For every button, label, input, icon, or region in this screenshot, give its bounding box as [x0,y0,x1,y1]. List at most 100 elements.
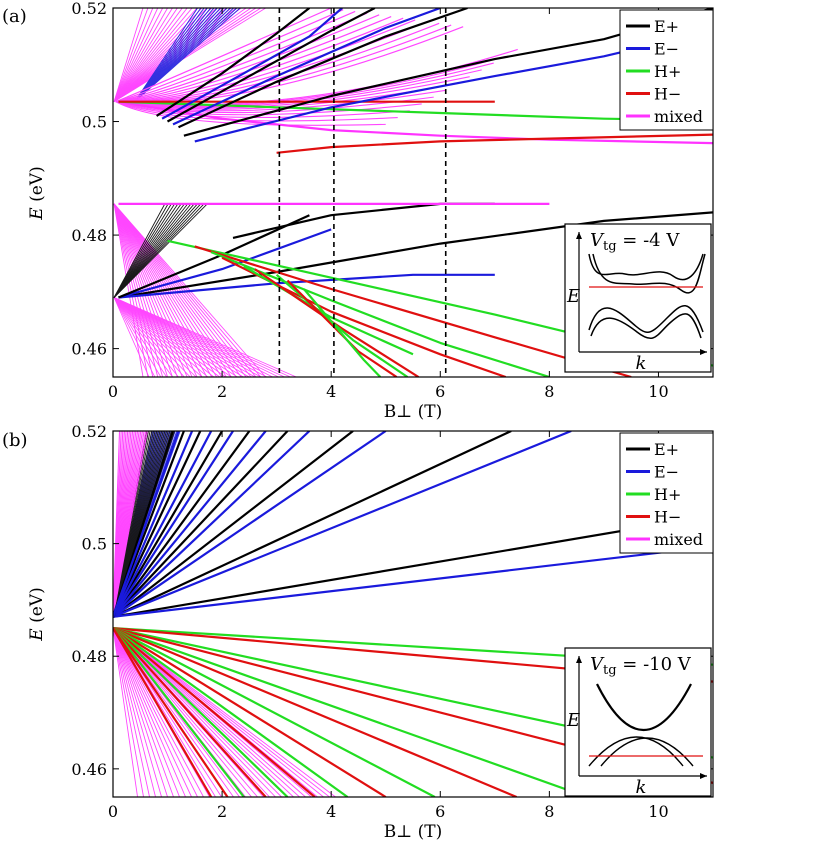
mixed-fan-line [113,8,237,103]
inset-e-label: E [566,710,580,731]
inset-title-sub: tg [603,663,617,678]
mixed-curve-line [115,9,344,103]
mixed-fan-line [113,297,279,377]
legend-label: E+ [654,440,679,459]
series-line-25 [113,627,387,797]
panel-label: (b) [2,430,28,451]
series-line-9 [113,431,267,618]
x-tick-label: 8 [544,382,554,401]
series-line-11 [113,431,234,618]
inset-valence-band-1 [588,305,704,333]
inset-title-sub: tg [603,239,617,254]
legend-label: mixed [654,530,703,549]
mixed-fan-line [113,8,247,103]
mixed-fan-line [113,8,208,102]
mixed-fan-line [113,8,173,102]
mixed-fan-line [113,297,168,377]
mixed-fan-line [113,297,191,377]
series-line-31 [113,627,229,797]
legend-label: H− [654,85,681,104]
mixed-fan-line [113,8,154,102]
x-tick-label: 0 [108,382,118,401]
series-line-24 [113,627,436,797]
mixed-fan-line [113,627,180,797]
mixed-fan-line [113,203,149,377]
mixed-fan-line [113,203,144,377]
mixed-fan-line [113,8,149,102]
mixed-fan-line [113,8,164,102]
legend-label: H+ [654,62,681,81]
series-line-12 [113,431,202,618]
mixed-fan-line [113,8,159,102]
mixed-fan-line [113,627,276,797]
legend-label: E− [654,40,679,59]
x-tick-label: 8 [544,802,554,821]
x-tick-label: 2 [217,382,227,401]
x-axis-label: B⊥ (T) [384,822,443,842]
inset-k-label: k [636,353,647,374]
mixed-fan-line [113,297,203,377]
inset-conduction-band-1 [588,253,704,281]
series-line-21 [178,8,468,129]
mixed-fan-line [113,627,168,797]
legend-label: E+ [654,17,679,36]
inset-valence-band-2 [600,737,694,767]
mixed-fan-line [113,297,268,377]
inset-conduction-band-2 [592,253,706,294]
mixed-fan-line [113,297,220,377]
series-line-26 [113,627,349,797]
mixed-fan-line [113,8,217,103]
mixed-fan-line [113,297,273,377]
series-line-2 [118,273,495,299]
series-line-22 [113,627,588,797]
mixed-fan-line [113,297,197,377]
series-line-23 [166,8,376,123]
x-axis-label: B⊥ (T) [384,402,443,422]
mixed-fan-line [113,627,186,797]
mixed-dense-fan [113,431,336,797]
mixed-fan-line [113,297,238,377]
series-line-13 [286,279,398,377]
legend-label: H+ [654,485,681,504]
series-line-23 [113,627,518,797]
mixed-fan-line [113,627,336,797]
x-tick-label: 4 [326,382,336,401]
mixed-fan-line [113,297,232,377]
panel-b: 0 2 4 6 8 100.460.480.50.52B⊥ (T)E (eV)(b) E+E… [2,422,714,842]
mixed-fan-line [113,203,188,377]
series-line-28 [113,627,289,797]
mixed-fan-line [113,203,237,377]
axes-frame [112,7,714,378]
mixed-curve-line [115,12,368,103]
mixed-fan-line [113,627,330,797]
inset-title-value: = -10 V [617,654,692,675]
y-tick-label: 0.48 [71,226,107,245]
series-line-6 [113,431,289,618]
mixed-curve-line [115,10,356,103]
mixed-dense-fan [113,8,518,377]
mixed-curve-line [115,101,386,126]
series-line-13 [113,431,213,618]
inset-frame [564,647,712,797]
mixed-fan-line [113,431,148,617]
mixed-fan-line [113,297,150,377]
inset-valence-band-1 [588,736,684,767]
legend-label: E− [654,463,679,482]
y-axis-label: E (eV) [27,587,47,641]
series-line-8 [113,431,251,618]
legend-label: mixed [654,107,703,126]
inset-frame [564,223,712,373]
mixed-curve-line [115,101,410,119]
series-line-16 [276,133,713,154]
mixed-fan-line [113,297,297,377]
series-line-32 [113,627,213,797]
series-line-1 [118,211,713,299]
inset-k-label: k [636,777,647,798]
mixed-fan-line [113,297,162,377]
mixed-fan-line [113,627,174,797]
mixed-fan-line [113,297,285,377]
mixed-fan-line [113,8,266,103]
dense-black-line [113,203,176,298]
inset-e-label: E [566,286,580,307]
mixed-fan-line [113,8,188,102]
